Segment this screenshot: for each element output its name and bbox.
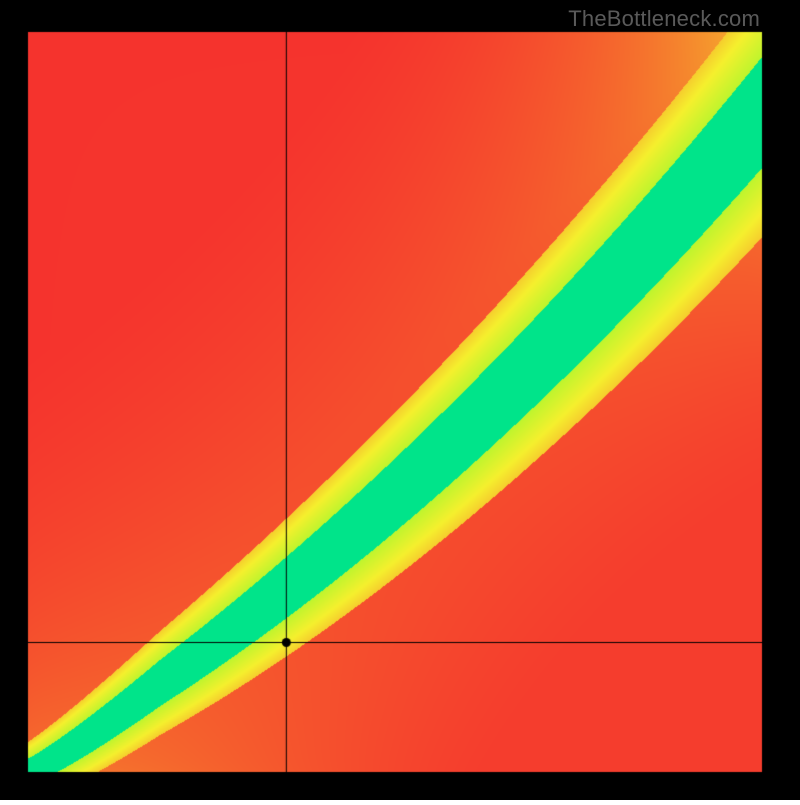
heatmap-canvas <box>0 0 800 800</box>
watermark-text: TheBottleneck.com <box>568 6 760 32</box>
bottleneck-heatmap <box>0 0 800 800</box>
